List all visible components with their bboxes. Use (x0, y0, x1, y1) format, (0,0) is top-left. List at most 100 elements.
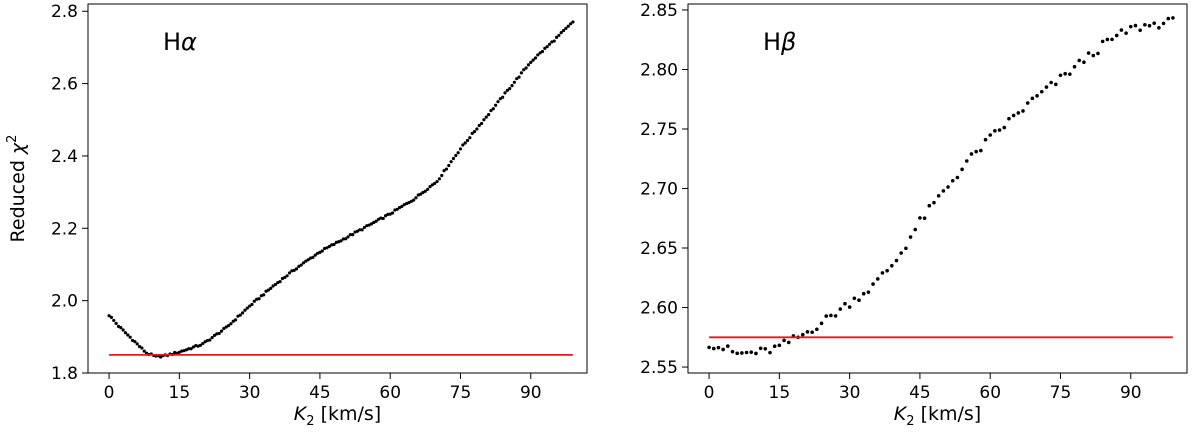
y-axis-label-var: χ (7, 142, 29, 155)
data-point (1039, 89, 1044, 94)
data-point (1021, 109, 1025, 113)
data-point (451, 156, 456, 161)
data-point (1105, 37, 1110, 42)
y-tick-label: 2.75 (640, 120, 678, 140)
data-point (433, 181, 437, 185)
data-point (304, 259, 308, 263)
data-point (510, 84, 514, 88)
data-point (208, 338, 212, 342)
data-point (121, 328, 125, 332)
data-point (430, 183, 434, 187)
data-point (777, 343, 782, 348)
data-point (1100, 39, 1105, 44)
x-tick-label: 15 (169, 383, 191, 403)
data-point (306, 258, 310, 262)
data-point (1166, 16, 1171, 21)
data-point (988, 133, 993, 137)
x-axis-label-unit: [km/s] (915, 403, 982, 425)
data-point (409, 199, 413, 203)
data-point (904, 246, 908, 251)
data-point (1124, 31, 1128, 35)
data-point (960, 167, 964, 172)
data-point (297, 264, 301, 268)
data-point (358, 228, 362, 232)
data-point (726, 344, 730, 348)
data-point (501, 95, 505, 99)
data-point (847, 305, 852, 309)
panel-annotation: Hα (163, 28, 197, 56)
data-point (880, 271, 885, 275)
data-point (707, 345, 711, 350)
data-point (545, 45, 549, 49)
x-axis-label-var: K (294, 403, 308, 425)
data-point (829, 313, 833, 318)
data-point (346, 235, 350, 239)
data-point (554, 35, 559, 40)
data-point (327, 244, 331, 249)
data-point (395, 207, 399, 211)
data-point (740, 351, 744, 355)
data-point (1147, 23, 1152, 28)
data-point (407, 201, 411, 205)
data-point (426, 187, 430, 191)
data-point (238, 313, 242, 317)
data-point (383, 214, 388, 218)
data-point (465, 138, 470, 143)
data-point (927, 203, 932, 208)
data-point (908, 235, 913, 239)
y-tick-label: 2.70 (640, 180, 678, 200)
data-point (913, 227, 918, 232)
data-point (491, 107, 495, 111)
data-point (824, 314, 829, 318)
x-axis-label: K2 [km/s] (894, 403, 981, 429)
data-point (222, 326, 226, 331)
data-point (320, 249, 324, 253)
data-point (112, 318, 116, 323)
data-point (1157, 26, 1161, 30)
data-point (1128, 24, 1133, 29)
data-point (1016, 111, 1021, 115)
data-point (843, 301, 847, 306)
data-point (479, 121, 484, 126)
data-point (1171, 16, 1175, 20)
data-point (285, 274, 289, 278)
data-point (974, 149, 978, 154)
data-point (269, 286, 273, 290)
data-point (412, 198, 416, 202)
data-point (815, 327, 819, 332)
data-point (522, 68, 526, 72)
data-point (559, 30, 563, 35)
data-point (123, 331, 128, 335)
x-axis-label: K2 [km/s] (294, 403, 381, 429)
data-point (273, 282, 278, 287)
y-tick-label: 2.8 (51, 2, 78, 22)
data-point (885, 268, 889, 273)
data-point (983, 137, 988, 142)
data-point (918, 216, 922, 220)
data-point (226, 324, 231, 328)
data-point (564, 26, 568, 30)
data-point (552, 39, 556, 43)
data-point (311, 255, 315, 259)
data-point (1054, 82, 1058, 87)
data-point (454, 153, 458, 158)
data-point (922, 216, 927, 220)
data-point (233, 318, 238, 322)
y-tick-label: 2.4 (51, 147, 78, 167)
data-point (531, 58, 535, 62)
data-point (1030, 96, 1035, 101)
data-point (458, 147, 463, 151)
data-point (1025, 101, 1030, 105)
data-point (191, 345, 196, 349)
data-point (768, 350, 772, 355)
data-point (224, 325, 228, 329)
data-point (498, 97, 502, 101)
data-point (519, 71, 524, 75)
data-point (496, 100, 500, 104)
data-point (351, 233, 355, 237)
data-point (463, 141, 467, 145)
data-point (219, 329, 224, 333)
data-point (543, 46, 547, 50)
panel-annotation-greek: α (181, 28, 197, 56)
